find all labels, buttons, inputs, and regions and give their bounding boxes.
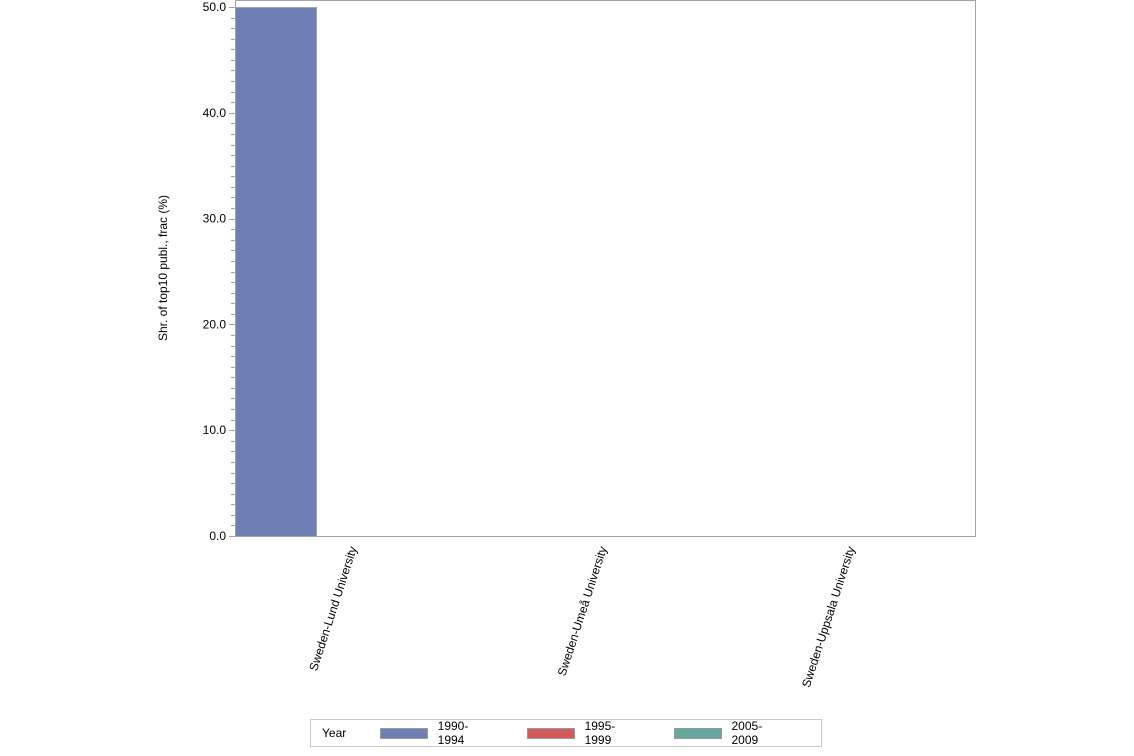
bars-layer <box>235 7 317 537</box>
legend-label: 1995-1999 <box>584 719 616 747</box>
y-tick-label: 50.0 <box>203 0 227 14</box>
legend-item-1990-1994: 1990-1994 <box>380 719 493 747</box>
y-axis: 0.0 10.0 20.0 30.0 40.0 50.0 <box>203 0 235 543</box>
legend-title: Year <box>322 726 347 740</box>
legend-swatch-icon <box>674 727 722 739</box>
y-tick-label: 0.0 <box>209 529 226 543</box>
legend-item-1995-1999: 1995-1999 <box>527 719 640 747</box>
x-category-label: Sweden-Lund University <box>306 545 360 673</box>
x-axis-labels: Sweden-Lund University Sweden-Umeå Univer… <box>306 545 858 690</box>
y-tick-label: 30.0 <box>203 212 227 226</box>
legend-swatch-icon <box>527 727 575 739</box>
y-tick-label: 40.0 <box>203 106 227 120</box>
legend-item-2005-2009: 2005-2009 <box>674 719 787 747</box>
plot-frame <box>235 0 976 537</box>
y-tick-label: 10.0 <box>203 423 227 437</box>
legend-label: 1990-1994 <box>437 719 469 747</box>
legend-label: 2005-2009 <box>731 719 763 747</box>
bar-1990-1994 <box>235 7 317 537</box>
legend-swatch-icon <box>380 727 428 739</box>
legend: Year 1990-1994 1995-1999 2005-2009 <box>310 719 822 747</box>
y-tick-label: 20.0 <box>203 317 227 331</box>
y-axis-title: Shr. of top10 publ., frac (%) <box>156 195 170 341</box>
x-category-label: Sweden-Uppsala University <box>799 545 858 690</box>
x-category-label: Sweden-Umeå University <box>555 545 610 678</box>
